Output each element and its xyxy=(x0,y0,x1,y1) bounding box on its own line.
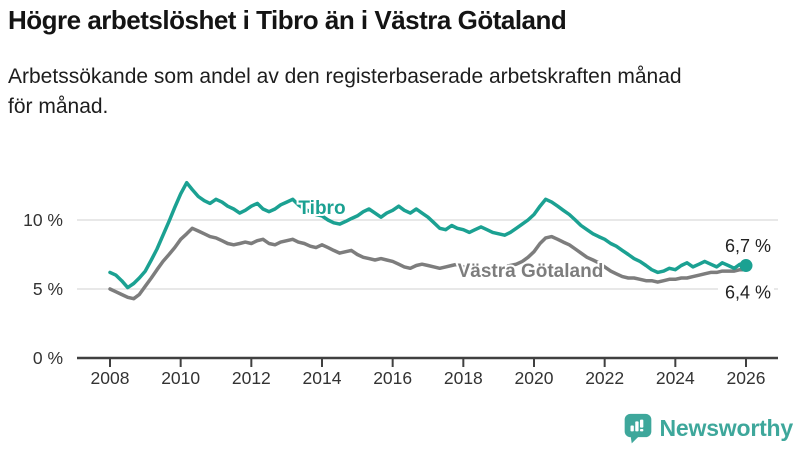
x-axis-label: 2024 xyxy=(656,368,695,388)
y-axis-label: 10 % xyxy=(23,210,63,230)
vastra-gotaland-line xyxy=(108,226,748,301)
tibro-line xyxy=(108,180,748,290)
x-axis-label: 2014 xyxy=(303,368,342,388)
tibro-series-label: Tibro xyxy=(298,198,345,219)
newsworthy-speech-bubble-barchart-icon xyxy=(624,413,651,444)
subtitle-line-1: Arbetssökande som andel av den registerb… xyxy=(8,65,682,88)
y-axis-label: 0 % xyxy=(33,348,63,368)
newsworthy-logo: Newsworthy xyxy=(623,412,793,444)
x-axis-label: 2020 xyxy=(515,368,554,388)
y-axis-label: 5 % xyxy=(33,279,63,299)
subtitle-line-2: för månad. xyxy=(8,95,109,118)
x-axis-label: 2008 xyxy=(91,368,130,388)
x-axis-label: 2018 xyxy=(444,368,483,388)
tibro-end-value-label: 6,7 % xyxy=(725,236,771,256)
vastra-gotaland-series-label: Västra Götaland xyxy=(458,261,604,282)
end-label-background xyxy=(718,236,774,258)
chart-subtitle: Arbetssökande som andel av den registerb… xyxy=(8,62,682,122)
page-title: Högre arbetslöshet i Tibro än i Västra G… xyxy=(8,5,567,35)
end-label-background xyxy=(718,282,774,304)
tibro-end-dot xyxy=(739,259,753,273)
x-axis-label: 2016 xyxy=(373,368,412,388)
newsworthy-wordmark: Newsworthy xyxy=(659,414,794,441)
x-axis-label: 2026 xyxy=(727,368,766,388)
x-axis-label: 2010 xyxy=(161,368,200,388)
x-axis-label: 2022 xyxy=(585,368,624,388)
x-axis-label: 2012 xyxy=(232,368,271,388)
vastra-gotaland-end-value-label: 6,4 % xyxy=(725,283,771,303)
